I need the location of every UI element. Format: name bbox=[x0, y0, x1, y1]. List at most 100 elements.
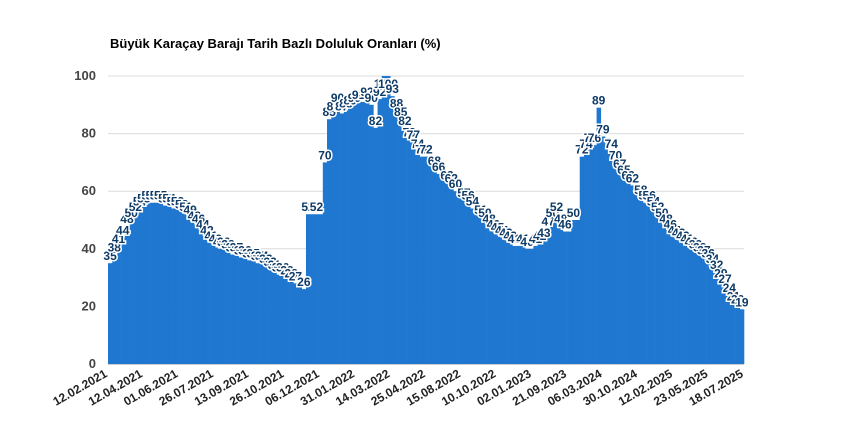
bar bbox=[706, 260, 711, 364]
bar bbox=[175, 208, 180, 364]
data-label: 62 bbox=[445, 171, 459, 185]
bar bbox=[188, 217, 193, 364]
data-label: 52 bbox=[301, 200, 315, 214]
bar bbox=[272, 271, 277, 364]
bar bbox=[183, 214, 189, 364]
bar bbox=[356, 101, 362, 365]
bar bbox=[697, 254, 703, 364]
bar bbox=[129, 220, 134, 364]
data-label: 48 bbox=[188, 209, 202, 223]
y-tick-label: 0 bbox=[89, 356, 96, 371]
bar bbox=[179, 211, 185, 364]
bar bbox=[297, 286, 303, 364]
bar bbox=[499, 237, 505, 364]
bar bbox=[141, 205, 147, 364]
data-label: 51 bbox=[179, 200, 193, 214]
data-label: 63 bbox=[440, 169, 454, 183]
data-label: 37 bbox=[230, 241, 244, 255]
bar bbox=[583, 150, 589, 364]
data-label: 66 bbox=[432, 160, 446, 174]
data-label: 55 bbox=[154, 189, 168, 203]
data-label: 67 bbox=[613, 157, 627, 171]
data-label: 56 bbox=[146, 189, 160, 203]
bar bbox=[137, 208, 142, 364]
data-label: 62 bbox=[626, 171, 640, 185]
data-label: 70 bbox=[609, 148, 623, 162]
bar bbox=[419, 156, 425, 364]
data-label: 55 bbox=[158, 192, 172, 206]
bar bbox=[213, 245, 218, 364]
data-label: 35 bbox=[251, 249, 265, 263]
data-label: 40 bbox=[213, 235, 227, 249]
bar bbox=[293, 283, 298, 364]
bar bbox=[567, 231, 572, 364]
bar bbox=[331, 113, 336, 364]
bar bbox=[722, 286, 728, 364]
bar bbox=[571, 220, 576, 364]
bar bbox=[550, 220, 555, 364]
bar bbox=[714, 271, 720, 364]
bar bbox=[672, 237, 677, 364]
bar bbox=[255, 263, 260, 364]
data-label: 93 bbox=[386, 82, 400, 96]
data-label: 50 bbox=[478, 206, 492, 220]
data-label: 50 bbox=[567, 206, 581, 220]
data-label: 89 bbox=[344, 94, 358, 108]
data-label: 72 bbox=[415, 143, 429, 157]
data-label: 74 bbox=[579, 137, 593, 151]
bar bbox=[655, 214, 661, 364]
y-axis: 0 20 40 60 80 100 bbox=[74, 68, 96, 371]
bar bbox=[541, 240, 547, 364]
data-label: 44 bbox=[495, 223, 509, 237]
bar bbox=[394, 110, 399, 364]
bar bbox=[209, 243, 214, 364]
y-tick-label: 20 bbox=[82, 298, 96, 313]
bar bbox=[385, 76, 391, 364]
bar bbox=[503, 240, 509, 364]
bar bbox=[600, 136, 606, 364]
bar bbox=[701, 257, 707, 364]
bar bbox=[508, 243, 513, 364]
data-label: 46 bbox=[664, 218, 678, 232]
bar bbox=[663, 225, 669, 364]
bar bbox=[225, 251, 231, 364]
data-label: 28 bbox=[285, 266, 299, 280]
bar bbox=[676, 240, 682, 364]
bar bbox=[605, 145, 610, 364]
data-label: 26 bbox=[297, 275, 311, 289]
data-label: 87 bbox=[327, 99, 341, 113]
bar bbox=[638, 196, 644, 364]
data-label: 49 bbox=[183, 203, 197, 217]
data-label: 56 bbox=[461, 189, 475, 203]
data-label: 42 bbox=[533, 229, 547, 243]
data-label: 56 bbox=[643, 189, 657, 203]
bar bbox=[727, 294, 732, 364]
data-label: 38 bbox=[226, 241, 240, 255]
bar bbox=[495, 234, 501, 364]
bar bbox=[369, 104, 374, 365]
data-label: 30 bbox=[276, 261, 290, 275]
data-label: 48 bbox=[659, 212, 673, 226]
bar bbox=[588, 145, 593, 364]
data-label: 74 bbox=[411, 137, 425, 151]
bar bbox=[562, 231, 568, 364]
bar bbox=[204, 237, 210, 364]
data-label: 88 bbox=[390, 97, 404, 111]
data-label: 48 bbox=[554, 212, 568, 226]
data-label: 29 bbox=[280, 264, 294, 278]
bar bbox=[318, 214, 324, 364]
bar bbox=[373, 127, 378, 364]
bar bbox=[634, 191, 639, 364]
bar bbox=[609, 150, 614, 364]
bar bbox=[221, 248, 227, 364]
data-label: 56 bbox=[141, 189, 155, 203]
bar bbox=[693, 251, 698, 364]
data-label: 42 bbox=[504, 229, 518, 243]
data-labels: 3538414448505254555656565555545453525149… bbox=[102, 76, 750, 311]
data-label: 87 bbox=[335, 99, 349, 113]
bar bbox=[466, 202, 471, 364]
data-label: 82 bbox=[369, 114, 383, 128]
data-label: 46 bbox=[487, 218, 501, 232]
bar bbox=[268, 268, 273, 364]
